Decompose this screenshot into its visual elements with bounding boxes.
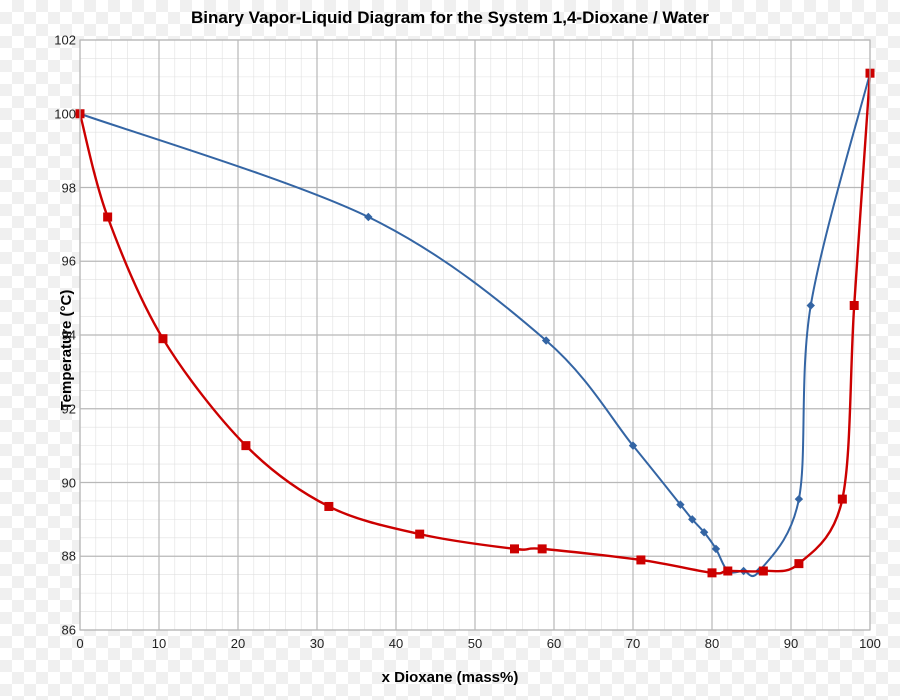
x-tick-label: 60 <box>547 636 561 651</box>
y-tick-label: 94 <box>46 328 76 343</box>
x-tick-label: 70 <box>626 636 640 651</box>
x-tick-label: 80 <box>705 636 719 651</box>
x-tick-label: 20 <box>231 636 245 651</box>
x-tick-label: 90 <box>784 636 798 651</box>
x-tick-label: 30 <box>310 636 324 651</box>
y-tick-label: 100 <box>46 106 76 121</box>
y-tick-label: 92 <box>46 401 76 416</box>
y-tick-label: 86 <box>46 623 76 638</box>
y-tick-label: 90 <box>46 475 76 490</box>
page: Binary Vapor-Liquid Diagram for the Syst… <box>0 0 900 700</box>
x-tick-label: 100 <box>859 636 881 651</box>
y-tick-label: 102 <box>46 33 76 48</box>
y-tick-label: 96 <box>46 254 76 269</box>
x-tick-label: 10 <box>152 636 166 651</box>
chart-svg <box>0 0 900 700</box>
y-tick-label: 88 <box>46 549 76 564</box>
x-tick-label: 40 <box>389 636 403 651</box>
y-tick-label: 98 <box>46 180 76 195</box>
chart-title: Binary Vapor-Liquid Diagram for the Syst… <box>0 8 900 28</box>
y-axis-label: Temperature (°C) <box>58 290 75 411</box>
x-tick-label: 50 <box>468 636 482 651</box>
x-axis-label: x Dioxane (mass%) <box>0 669 900 686</box>
x-tick-label: 0 <box>76 636 83 651</box>
